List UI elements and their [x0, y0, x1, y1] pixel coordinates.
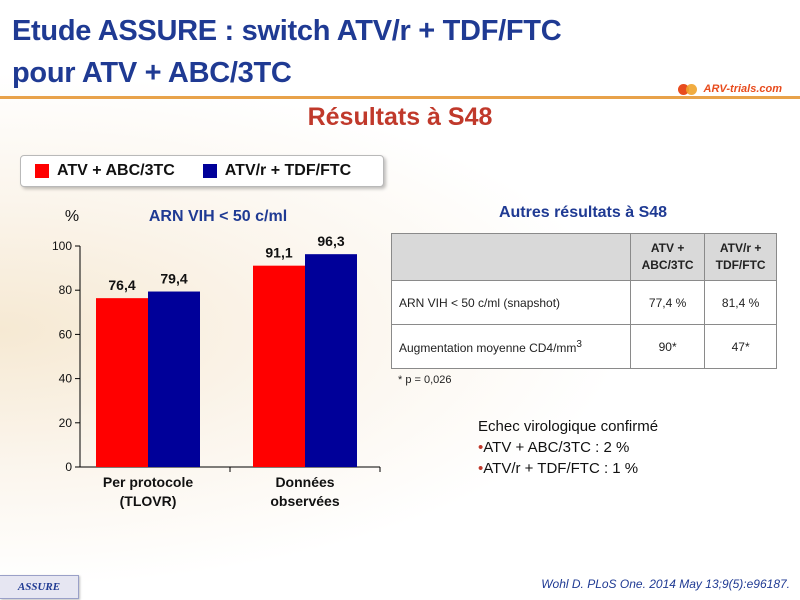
y-tick-label: 0: [65, 460, 72, 474]
table-row: Augmentation moyenne CD4/mm3 90* 47*: [391, 324, 777, 369]
arv-trials-logo: ARV-trials.com: [677, 80, 782, 98]
data-label: 76,4: [108, 277, 135, 293]
y-tick-label: 100: [52, 239, 72, 253]
bar: [96, 298, 148, 467]
study-badge: ASSURE: [0, 575, 79, 599]
slide-subtitle: Résultats à S48: [307, 103, 493, 131]
row-label: Augmentation moyenne CD4/mm3: [391, 324, 631, 369]
results-header-row: ATV + ABC/3TC ATV/r + TDF/FTC: [391, 233, 777, 281]
superscript: 3: [576, 338, 582, 350]
results-header-atv-abc: ATV + ABC/3TC: [629, 233, 706, 281]
results-header-atvr-tdf: ATV/r + TDF/FTC: [704, 233, 777, 281]
legend-label: ATV + ABC/3TC: [57, 162, 175, 179]
x-tick-label: (TLOVR): [120, 493, 177, 509]
slide-title: Etude ASSURE : switch ATV/r + TDF/FTC po…: [12, 10, 562, 94]
echec-title: Echec virologique confirmé: [478, 418, 659, 435]
x-tick-label: Données: [275, 474, 334, 490]
chart-legend: ATV + ABC/3TC ATV/r + TDF/FTC: [20, 155, 384, 187]
data-label: 79,4: [160, 271, 187, 287]
slide-title-line-2: pour ATV + ABC/3TC: [12, 57, 292, 89]
virologic-failure-box: Echec virologique confirmé •ATV + ABC/3T…: [478, 416, 658, 479]
legend-label: ATV/r + TDF/FTC: [224, 162, 352, 179]
echec-item: •ATV/r + TDF/FTC : 1 %: [478, 460, 639, 477]
y-tick-label: 20: [59, 416, 73, 430]
bar: [305, 254, 357, 467]
x-tick-label: Per protocole: [103, 474, 193, 490]
legend-item-atv-abc: ATV + ABC/3TC: [35, 162, 175, 180]
legend-swatch-navy: [202, 164, 217, 178]
legend-item-atvr-tdf: ATV/r + TDF/FTC: [202, 162, 352, 180]
table-cell: 90*: [629, 324, 706, 369]
results-table: ATV + ABC/3TC ATV/r + TDF/FTC ARN VIH < 50…: [391, 233, 777, 369]
y-tick-label: 40: [59, 372, 73, 386]
data-label: 91,1: [265, 245, 292, 261]
y-tick-label: 80: [59, 283, 73, 297]
y-tick-label: 60: [59, 327, 73, 341]
echec-item: •ATV + ABC/3TC : 2 %: [478, 439, 630, 456]
results-header-empty: [391, 233, 631, 281]
title-underline: [0, 96, 800, 99]
x-tick-label: observées: [270, 493, 339, 509]
data-label: 96,3: [317, 233, 344, 249]
table-cell: 81,4 %: [704, 280, 777, 325]
y-axis-label: %: [65, 208, 79, 225]
chart-title: ARN VIH < 50 c/ml: [149, 208, 287, 225]
table-cell: 77,4 %: [629, 280, 706, 325]
bar: [148, 291, 200, 467]
table-footnote: * p = 0,026: [398, 374, 452, 386]
table-cell: 47*: [704, 324, 777, 369]
logo-icon: [677, 82, 700, 96]
citation: Wohl D. PLoS One. 2014 May 13;9(5):e9618…: [541, 577, 790, 591]
results-title: Autres résultats à S48: [498, 204, 668, 221]
legend-swatch-red: [35, 164, 49, 178]
slide-title-line-1: Etude ASSURE : switch ATV/r + TDF/FTC: [12, 15, 562, 47]
bar: [253, 265, 305, 467]
table-row: ARN VIH < 50 c/ml (snapshot) 77,4 % 81,4…: [391, 280, 777, 325]
bar-chart: % ARN VIH < 50 c/ml 0 20 40 60 80 100 76,4 79,4 Pe…: [52, 208, 381, 509]
logo-text: ARV-trials.com: [703, 83, 782, 95]
row-label: ARN VIH < 50 c/ml (snapshot): [391, 280, 631, 325]
